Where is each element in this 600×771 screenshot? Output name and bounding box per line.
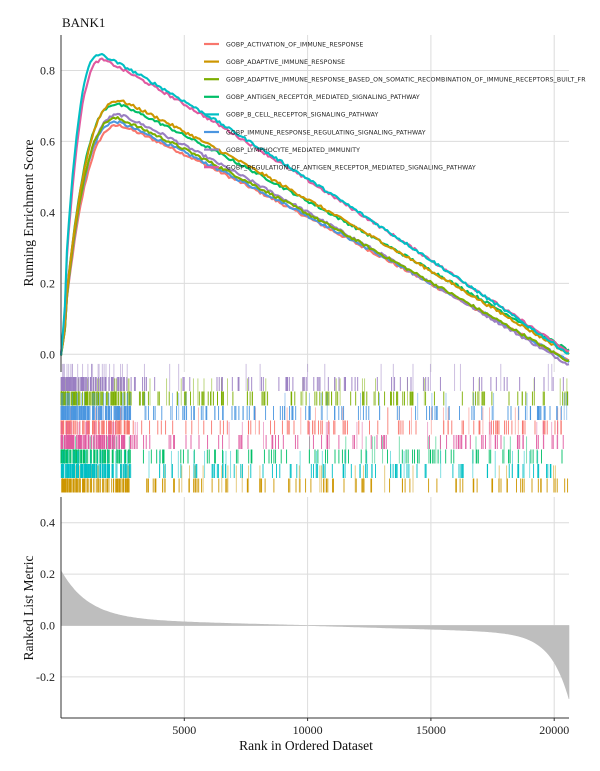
enrichment-lines: [59, 52, 570, 366]
legend-label-7: GOBP_REGULATION_OF_ANTIGEN_RECEPTOR_MEDI…: [226, 165, 476, 172]
metric-y-tick-1: 0.2: [40, 567, 55, 581]
ranked-metric-area: [60, 569, 570, 699]
metric-y-ticks: 0.4 0.2 0.0 -0.2: [36, 516, 55, 684]
hit-row-4: [60, 450, 552, 478]
enrichment-line-6: [59, 112, 570, 366]
enrichment-y-tick-2: 0.4: [40, 205, 55, 219]
enrichment-y-ticks: 0.0 0.2 0.4 0.6 0.8: [40, 63, 55, 361]
legend-label-0: GOBP_ACTIVATION_OF_IMMUNE_RESPONSE: [226, 41, 363, 48]
enrichment-line-4: [59, 52, 570, 356]
enrichment-y-axis-label: Running Enrichment Score: [21, 140, 36, 287]
hit-row-2: [60, 378, 569, 406]
enrichment-y-tick-4: 0.8: [40, 63, 55, 77]
hit-row-3: [60, 436, 563, 464]
enrichment-line-5: [59, 120, 570, 363]
hit-row-1: [61, 465, 569, 493]
x-tick-1: 10000: [293, 723, 323, 737]
legend-label-2: GOBP_ADAPTIVE_IMMUNE_RESPONSE_BASED_ON_S…: [226, 77, 586, 84]
enrichment-grid: [61, 35, 569, 372]
metric-grid: [61, 497, 569, 718]
legend-label-6: GOBP_LYMPHOCYTE_MEDIATED_IMMUNITY: [226, 147, 360, 154]
legend-label-3: GOBP_ANTIGEN_RECEPTOR_MEDIATED_SIGNALING…: [226, 94, 420, 101]
legend-label-5: GOBP_IMMUNE_RESPONSE_REGULATING_SIGNALIN…: [226, 129, 426, 136]
x-tick-2: 15000: [416, 723, 446, 737]
hit-row-6: [60, 363, 564, 391]
enrichment-line-2: [59, 116, 570, 363]
x-tick-3: 20000: [539, 723, 569, 737]
enrichment-y-tick-1: 0.2: [40, 276, 55, 290]
enrichment-score-panel: 0.0 0.2 0.4 0.6 0.8 Running Enrichment Score…: [21, 35, 586, 372]
chart-title: BANK1: [62, 15, 105, 30]
metric-y-tick-0: 0.4: [40, 516, 55, 530]
x-axis-ticks: 5000 10000 15000 20000: [172, 718, 569, 737]
ranked-metric-panel: 0.4 0.2 0.0 -0.2 Ranked List Metric: [21, 497, 570, 718]
x-tick-0: 5000: [172, 723, 196, 737]
metric-y-tick-2: 0.0: [40, 618, 55, 632]
metric-y-axis-label: Ranked List Metric: [21, 556, 36, 661]
enrichment-y-tick-0: 0.0: [40, 347, 55, 361]
enrichment-y-tick-3: 0.6: [40, 134, 55, 148]
axis-lines: [60, 35, 569, 719]
hit-row-0: [60, 407, 562, 435]
legend-label-4: GOBP_B_CELL_RECEPTOR_SIGNALING_PATHWAY: [226, 112, 378, 119]
metric-y-tick-3: -0.2: [36, 670, 55, 684]
hit-row-7: [60, 421, 564, 449]
gene-hit-panel: [60, 363, 569, 493]
enrichment-line-3: [59, 102, 570, 355]
hit-row-5: [60, 392, 568, 420]
x-axis-label: Rank in Ordered Dataset: [239, 738, 373, 753]
enrichment-line-0: [59, 123, 570, 362]
enrichment-line-1: [59, 99, 570, 356]
legend-label-1: GOBP_ADAPTIVE_IMMUNE_RESPONSE: [226, 59, 345, 66]
legend: GOBP_ACTIVATION_OF_IMMUNE_RESPONSE GOBP_A…: [204, 41, 586, 172]
